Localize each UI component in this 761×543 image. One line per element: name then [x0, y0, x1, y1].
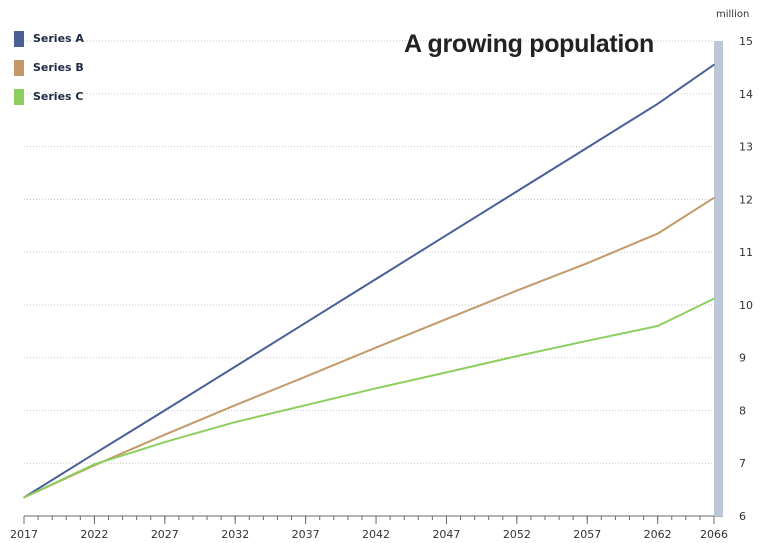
x-tick-label-2057: 2057 [573, 528, 601, 541]
legend-swatch-series-c [14, 88, 24, 105]
y-tick-label-13: 13 [739, 141, 753, 154]
data-point-series-a [656, 103, 659, 105]
x-tick-label-2052: 2052 [503, 528, 531, 541]
data-point-series-b [375, 346, 377, 349]
data-point-series-b [516, 289, 518, 292]
data-point-series-b [304, 375, 307, 378]
y-tick-label-14: 14 [739, 88, 753, 101]
y-tick-label-7: 7 [739, 457, 746, 470]
series-line-series-c [23, 297, 715, 499]
legend-label-series-a: Series A [33, 32, 84, 45]
data-point-series-b [234, 404, 237, 406]
series-line-series-a [23, 63, 715, 499]
x-tick-label-2027: 2027 [151, 528, 179, 541]
x-tick-label-2032: 2032 [221, 528, 249, 541]
data-point-series-b [164, 433, 166, 436]
data-point-series-c [713, 297, 715, 300]
data-point-series-a [375, 278, 377, 280]
data-point-series-a [304, 322, 307, 324]
series-lines [23, 63, 715, 499]
data-point-series-c [23, 496, 25, 499]
x-tick-label-2037: 2037 [292, 528, 320, 541]
legend-label-series-c: Series C [33, 90, 84, 103]
y-tick-label-15: 15 [739, 35, 753, 48]
y-tick-label-6: 6 [739, 510, 746, 523]
chart-title: A growing population [404, 30, 654, 58]
y-tick-label-10: 10 [739, 299, 753, 312]
y-axis-unit-label: million [716, 9, 750, 20]
data-point-series-a [234, 365, 237, 368]
legend-label-series-b: Series B [33, 61, 84, 74]
y-axis-band [714, 41, 723, 516]
y-axis: 6 7 8 9 10 11 12 13 14 15 [714, 35, 753, 523]
x-tick-label-2017: 2017 [10, 528, 38, 541]
data-point-series-b [445, 318, 448, 320]
y-tick-label-8: 8 [739, 404, 746, 417]
x-tick-label-2042: 2042 [362, 528, 390, 541]
data-point-series-b [656, 232, 659, 235]
data-point-series-a [93, 452, 96, 455]
legend-swatch-series-a [14, 30, 24, 47]
data-point-series-c [304, 404, 307, 406]
legend: Series A Series B Series C [14, 24, 84, 111]
y-tick-label-9: 9 [739, 352, 746, 365]
data-point-series-b [586, 262, 589, 264]
data-point-series-a [713, 63, 715, 66]
data-point-series-c [234, 421, 237, 423]
x-axis: 2017 2022 2027 2032 2037 2042 2047 2052 2057 2062… [10, 515, 728, 541]
data-point-series-c [445, 371, 448, 374]
legend-item-series-c: Series C [14, 82, 84, 111]
data-point-series-a [586, 146, 589, 149]
legend-item-series-a: Series A [14, 24, 84, 53]
legend-swatch-series-b [14, 59, 24, 76]
y-tick-label-12: 12 [739, 193, 753, 206]
grid-lines [24, 40, 714, 517]
series-line-series-b [23, 196, 715, 499]
data-point-series-c [375, 387, 377, 390]
data-point-series-b [713, 196, 715, 199]
data-point-series-c [586, 339, 589, 342]
y-tick-label-11: 11 [739, 246, 753, 259]
x-tick-label-2022: 2022 [80, 528, 108, 541]
data-point-series-a [164, 409, 166, 412]
data-point-series-c [656, 325, 659, 327]
legend-item-series-b: Series B [14, 53, 84, 82]
x-tick-label-2047: 2047 [432, 528, 460, 541]
data-point-series-a [445, 234, 448, 237]
data-point-series-c [93, 463, 96, 466]
x-tick-label-2066: 2066 [700, 528, 728, 541]
x-tick-label-2062: 2062 [644, 528, 672, 541]
data-point-series-a [516, 190, 518, 193]
data-point-series-c [516, 355, 518, 357]
data-point-series-c [164, 441, 166, 443]
